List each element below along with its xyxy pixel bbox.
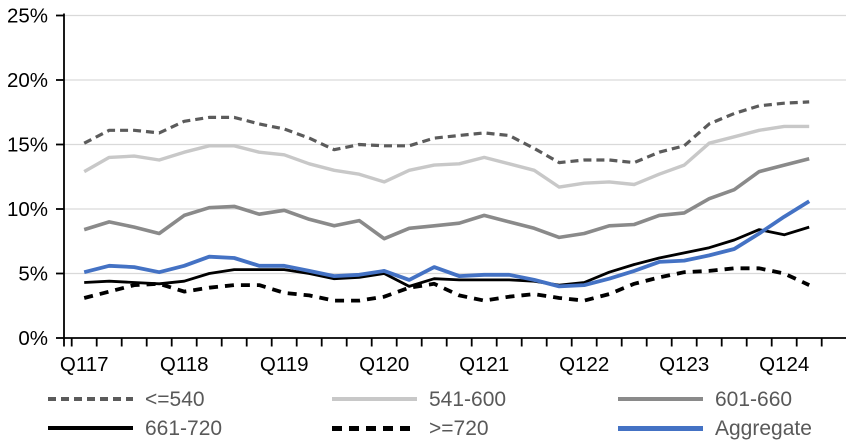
line-chart-plot: 0% 5% 10% 15% 20% 25% Q117 Q118 Q119 Q120 Q121 Q122… [7, 5, 846, 376]
legend-item-601-660: 601-660 [618, 387, 792, 411]
y-axis-tick-label: 20% [7, 69, 48, 92]
legend-line-sample-601-660 [618, 397, 703, 401]
legend-label-541-600: 541-600 [429, 387, 507, 411]
legend-line-sample-le540 [48, 397, 133, 401]
x-axis-tick-label: Q120 [359, 353, 409, 376]
x-axis-tick-label: Q121 [459, 353, 509, 376]
series-line-3 [83, 156, 810, 241]
x-axis-tick-label: Q117 [60, 353, 109, 376]
series-line-5 [83, 266, 810, 303]
x-axis-tick-label: Q122 [559, 353, 609, 376]
legend-line-sample-aggregate [618, 425, 703, 431]
series-line-6 [83, 199, 811, 289]
legend-label-661-720: 661-720 [145, 416, 223, 440]
x-axis-tick-label: Q118 [160, 353, 209, 376]
legend-line-sample-661-720 [48, 426, 133, 430]
y-axis-tick-label: 15% [7, 134, 48, 157]
data-series [83, 100, 811, 303]
legend-label-ge720: >=720 [429, 416, 489, 440]
legend-label-le540: <=540 [145, 387, 205, 411]
legend-line-sample-ge720 [332, 425, 417, 431]
series-line-4 [84, 225, 810, 288]
axes: 0% 5% 10% 15% 20% 25% Q117 Q118 Q119 Q120 Q121 Q122… [7, 5, 846, 376]
y-axis-tick-label: 5% [18, 263, 48, 286]
gridlines [64, 14, 846, 275]
legend-item-ge720: >=720 [332, 416, 489, 440]
legend-item-661-720: 661-720 [48, 416, 222, 440]
legend-item-le540: <=540 [48, 387, 205, 411]
legend-item-541-600: 541-600 [332, 387, 506, 411]
legend-label-aggregate: Aggregate [715, 416, 812, 440]
x-axis-tick-label: Q123 [659, 353, 709, 376]
x-axis-tick-label: Q124 [759, 353, 809, 376]
legend-line-sample-541-600 [332, 397, 417, 401]
y-axis-tick-label: 10% [7, 198, 48, 221]
y-axis-tick-label: 25% [7, 5, 48, 28]
x-axis-tick-label: Q119 [260, 353, 309, 376]
y-axis-tick-label: 0% [18, 327, 48, 350]
legend-label-601-660: 601-660 [715, 387, 793, 411]
legend-item-aggregate: Aggregate [618, 416, 812, 440]
series-line-2 [83, 124, 810, 189]
series-line-1 [83, 100, 810, 165]
